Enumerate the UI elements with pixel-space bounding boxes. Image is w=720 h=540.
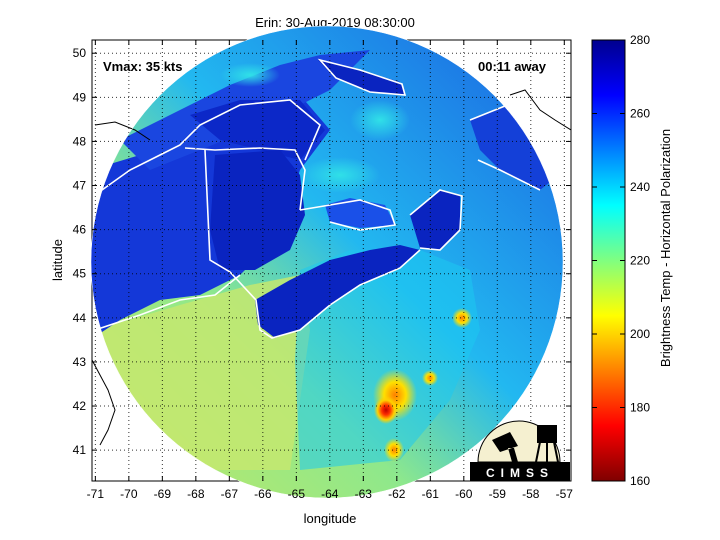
- x-tick-label: -65: [288, 487, 306, 501]
- y-tick-label: 50: [73, 46, 87, 60]
- cyan-band: [295, 250, 480, 470]
- logo-base: [470, 462, 570, 481]
- y-axis: 41 42 43 44 45 46 47 48 49 50: [73, 46, 571, 457]
- x-tick-label: -69: [154, 487, 172, 501]
- colorbar: 160 180 200 220 240 260 280 Brightness Temp - …: [591, 33, 673, 488]
- vmax-annotation: Vmax: 35 kts: [103, 59, 183, 74]
- colorbar-tick-label: 260: [630, 107, 650, 121]
- x-tick-label: -60: [455, 487, 473, 501]
- water-tower-icon: [535, 425, 559, 463]
- x-tick-label: -71: [87, 487, 105, 501]
- land-gaspe: [190, 100, 325, 160]
- chart-title: Erin: 30-Aug-2019 08:30:00: [255, 15, 415, 30]
- cold-cell: [452, 308, 472, 328]
- x-tick-label: -66: [254, 487, 272, 501]
- time-away-annotation: 00:11 away: [478, 59, 547, 74]
- y-axis-label: latitude: [50, 239, 65, 281]
- swath-border: [90, 25, 564, 499]
- land-anticosti: [318, 60, 405, 95]
- colorbar-ticks: 160 180 200 220 240 260 280: [592, 33, 650, 488]
- plot-area: [90, 25, 572, 499]
- grid: [92, 40, 571, 481]
- cimss-logo: CIMSS: [470, 420, 570, 481]
- x-tick-label: -58: [522, 487, 540, 501]
- y-tick-label: 48: [73, 134, 87, 148]
- x-tick-label: -68: [187, 487, 205, 501]
- colorbar-tick-label: 200: [630, 327, 650, 341]
- x-axis-label: longitude: [304, 511, 357, 526]
- cold-cell: [384, 438, 404, 462]
- cyan-patch: [220, 63, 280, 87]
- land-nova-scotia: [255, 245, 420, 338]
- colorbar-tick-label: 220: [630, 254, 650, 268]
- colorbar-tick-label: 160: [630, 474, 650, 488]
- cyan-patch: [300, 157, 380, 193]
- y-tick-label: 44: [73, 311, 87, 325]
- x-tick-label: -63: [355, 487, 373, 501]
- cyan-patch: [350, 100, 410, 140]
- x-tick-label: -57: [556, 487, 574, 501]
- y-tick-label: 46: [73, 223, 87, 237]
- y-tick-label: 43: [73, 355, 87, 369]
- x-tick-label: -62: [388, 487, 406, 501]
- y-tick-label: 49: [73, 90, 87, 104]
- x-tick-label: -70: [120, 487, 138, 501]
- satellite-dish-icon: [492, 432, 518, 462]
- x-tick-label: -61: [422, 487, 440, 501]
- colorbar-tick-label: 180: [630, 401, 650, 415]
- y-tick-label: 45: [73, 267, 87, 281]
- y-tick-label: 42: [73, 399, 87, 413]
- x-tick-label: -64: [321, 487, 339, 501]
- x-axis: -71 -70 -69 -68 -67 -66 -65 -64 -63 -62 -61 -60 -59 -…: [87, 40, 574, 501]
- cold-core: [374, 396, 398, 424]
- y-tick-label: 41: [73, 443, 87, 457]
- x-tick-label: -67: [221, 487, 239, 501]
- colorbar-tick-label: 280: [630, 33, 650, 47]
- logo-text: CIMSS: [486, 466, 554, 480]
- colorbar-gradient: [591, 39, 626, 482]
- colorbar-label: Brightness Temp - Horizontal Polarizatio…: [658, 129, 673, 367]
- colorbar-tick-label: 240: [630, 180, 650, 194]
- land-new-brunswick: [210, 150, 305, 270]
- coastlines-outside: [92, 89, 571, 446]
- cold-cell: [422, 370, 438, 386]
- y-tick-label: 47: [73, 179, 87, 193]
- x-tick-label: -59: [489, 487, 507, 501]
